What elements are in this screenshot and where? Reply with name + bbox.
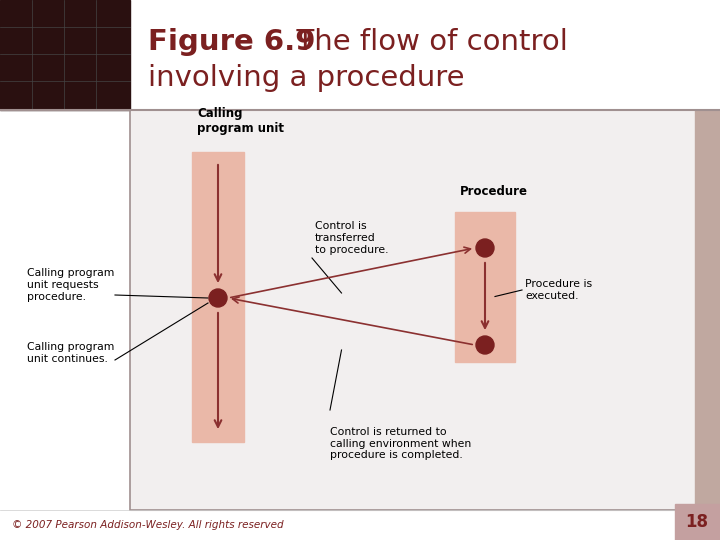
Text: Calling program
unit requests
procedure.: Calling program unit requests procedure.: [27, 268, 114, 302]
Bar: [695, 110, 720, 505]
Bar: [192, 152, 244, 442]
Bar: [675, 504, 720, 540]
Circle shape: [476, 336, 494, 354]
Bar: [455, 212, 515, 362]
Bar: [0, 0, 130, 110]
Text: Figure 6.9: Figure 6.9: [148, 28, 315, 56]
Text: Calling program
unit continues.: Calling program unit continues.: [27, 342, 114, 364]
Text: involving a procedure: involving a procedure: [148, 64, 464, 92]
Text: Procedure: Procedure: [460, 185, 528, 198]
Circle shape: [209, 289, 227, 307]
Text: © 2007 Pearson Addison-Wesley. All rights reserved: © 2007 Pearson Addison-Wesley. All right…: [12, 520, 284, 530]
Bar: [130, 110, 720, 510]
Bar: [130, 110, 720, 510]
Text: 18: 18: [685, 513, 708, 531]
Text: Control is returned to
calling environment when
procedure is completed.: Control is returned to calling environme…: [330, 427, 472, 460]
Text: The flow of control: The flow of control: [278, 28, 568, 56]
Text: Control is
transferred
to procedure.: Control is transferred to procedure.: [315, 221, 389, 254]
Text: Procedure is
executed.: Procedure is executed.: [525, 279, 592, 301]
Text: Calling
program unit: Calling program unit: [197, 107, 284, 135]
Circle shape: [476, 239, 494, 257]
